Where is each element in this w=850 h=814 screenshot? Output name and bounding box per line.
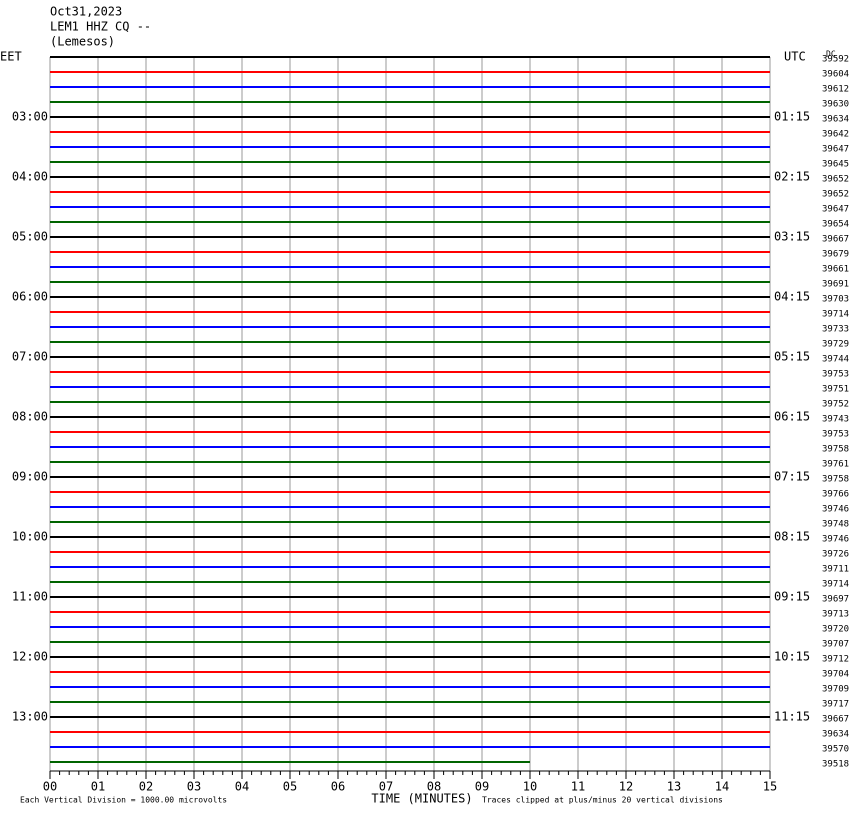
dc-value: 39630 xyxy=(822,100,849,110)
dc-value: 39704 xyxy=(822,670,849,680)
dc-value: 39709 xyxy=(822,685,849,695)
dc-value: 39752 xyxy=(822,400,849,410)
right-time-label: 09:15 xyxy=(774,590,810,604)
dc-value: 39634 xyxy=(822,730,849,740)
dc-value: 39652 xyxy=(822,175,849,185)
scale-note: Each Vertical Division = 1000.00 microvo… xyxy=(20,796,227,805)
clip-note: Traces clipped at plus/minus 20 vertical… xyxy=(482,796,723,805)
dc-value: 39652 xyxy=(822,190,849,200)
title-station: LEM1 HHZ CQ -- xyxy=(50,20,151,34)
x-tick-label: 13 xyxy=(667,780,681,794)
x-tick-label: 02 xyxy=(139,780,153,794)
dc-value: 39604 xyxy=(822,70,849,80)
x-tick-label: 14 xyxy=(715,780,729,794)
dc-value: 39746 xyxy=(822,505,849,515)
title-location: (Lemesos) xyxy=(50,35,115,49)
dc-value: 39713 xyxy=(822,610,849,620)
x-tick-label: 05 xyxy=(283,780,297,794)
x-axis-label: TIME (MINUTES) xyxy=(371,792,472,806)
right-time-label: 10:15 xyxy=(774,650,810,664)
dc-header: DC xyxy=(826,50,836,59)
dc-value: 39679 xyxy=(822,250,849,260)
dc-value: 39729 xyxy=(822,340,849,350)
dc-value: 39746 xyxy=(822,535,849,545)
x-tick-label: 06 xyxy=(331,780,345,794)
dc-value: 39642 xyxy=(822,130,849,140)
dc-value: 39726 xyxy=(822,550,849,560)
right-time-label: 02:15 xyxy=(774,170,810,184)
right-time-label: 08:15 xyxy=(774,530,810,544)
dc-value: 39717 xyxy=(822,700,849,710)
right-time-label: 11:15 xyxy=(774,710,810,724)
dc-value: 39647 xyxy=(822,145,849,155)
dc-value: 39743 xyxy=(822,415,849,425)
left-time-label: 08:00 xyxy=(12,410,48,424)
left-time-label: 04:00 xyxy=(12,170,48,184)
dc-value: 39667 xyxy=(822,235,849,245)
dc-value: 39703 xyxy=(822,295,849,305)
dc-value: 39647 xyxy=(822,205,849,215)
right-time-label: 01:15 xyxy=(774,110,810,124)
left-time-label: 12:00 xyxy=(12,650,48,664)
left-time-label: 06:00 xyxy=(12,290,48,304)
left-time-label: 05:00 xyxy=(12,230,48,244)
dc-value: 39753 xyxy=(822,370,849,380)
dc-value: 39654 xyxy=(822,220,849,230)
right-zone: UTC xyxy=(784,50,806,64)
dc-value: 39714 xyxy=(822,580,849,590)
dc-value: 39758 xyxy=(822,445,849,455)
left-time-label: 07:00 xyxy=(12,350,48,364)
x-tick-label: 15 xyxy=(763,780,777,794)
dc-value: 39714 xyxy=(822,310,849,320)
x-tick-label: 07 xyxy=(379,780,393,794)
dc-value: 39697 xyxy=(822,595,849,605)
dc-value: 39733 xyxy=(822,325,849,335)
dc-value: 39570 xyxy=(822,745,849,755)
x-tick-label: 03 xyxy=(187,780,201,794)
right-time-label: 07:15 xyxy=(774,470,810,484)
dc-value: 39592 xyxy=(822,55,849,65)
x-tick-label: 01 xyxy=(91,780,105,794)
dc-value: 39661 xyxy=(822,265,849,275)
dc-value: 39766 xyxy=(822,490,849,500)
left-time-label: 10:00 xyxy=(12,530,48,544)
dc-value: 39748 xyxy=(822,520,849,530)
dc-value: 39711 xyxy=(822,565,849,575)
x-tick-label: 12 xyxy=(619,780,633,794)
dc-value: 39758 xyxy=(822,475,849,485)
x-tick-label: 08 xyxy=(427,780,441,794)
left-time-label: 09:00 xyxy=(12,470,48,484)
right-time-label: 05:15 xyxy=(774,350,810,364)
dc-value: 39518 xyxy=(822,760,849,770)
x-tick-label: 11 xyxy=(571,780,585,794)
left-time-label: 11:00 xyxy=(12,590,48,604)
dc-value: 39634 xyxy=(822,115,849,125)
left-zone: EET xyxy=(0,50,22,64)
dc-value: 39761 xyxy=(822,460,849,470)
dc-value: 39645 xyxy=(822,160,849,170)
x-tick-label: 09 xyxy=(475,780,489,794)
right-time-label: 03:15 xyxy=(774,230,810,244)
dc-value: 39612 xyxy=(822,85,849,95)
x-tick-label: 04 xyxy=(235,780,249,794)
dc-value: 39720 xyxy=(822,625,849,635)
dc-value: 39707 xyxy=(822,640,849,650)
x-tick-label: 10 xyxy=(523,780,537,794)
right-time-label: 04:15 xyxy=(774,290,810,304)
dc-value: 39712 xyxy=(822,655,849,665)
dc-value: 39751 xyxy=(822,385,849,395)
left-time-label: 03:00 xyxy=(12,110,48,124)
right-time-label: 06:15 xyxy=(774,410,810,424)
title-date: Oct31,2023 xyxy=(50,5,122,19)
left-time-label: 13:00 xyxy=(12,710,48,724)
dc-value: 39744 xyxy=(822,355,849,365)
dc-value: 39753 xyxy=(822,430,849,440)
dc-value: 39691 xyxy=(822,280,849,290)
x-tick-label: 00 xyxy=(43,780,57,794)
dc-value: 39667 xyxy=(822,715,849,725)
